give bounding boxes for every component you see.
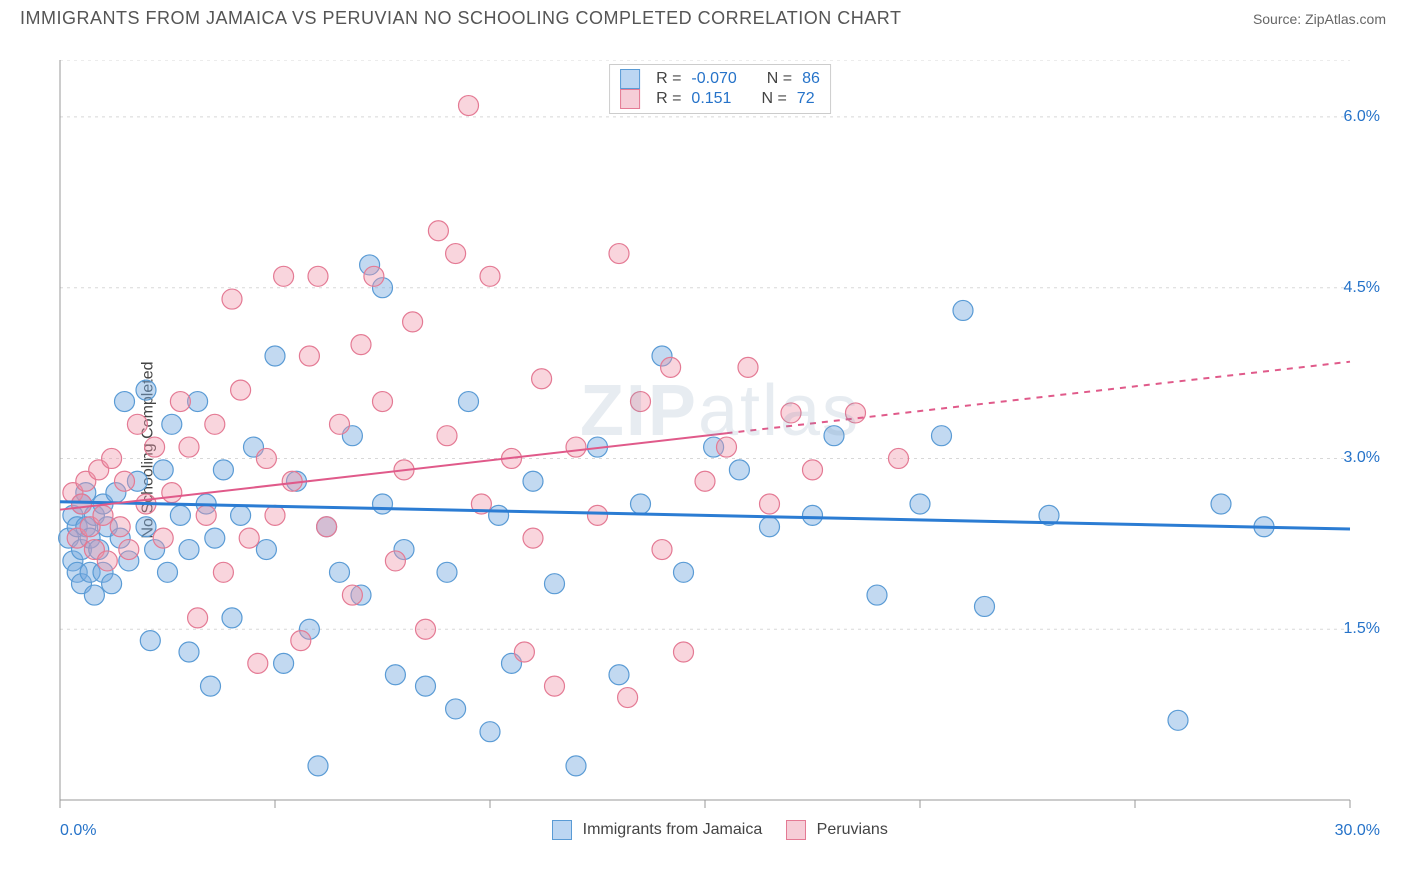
swatch-series-1 [620,89,640,109]
r-value-0: -0.070 [691,70,736,88]
scatter-plot-svg [50,60,1390,840]
legend-item-0: Immigrants from Jamaica [552,820,762,840]
legend-swatch-0 [552,820,572,840]
chart-area: No Schooling Completed ZIPatlas R = -0.0… [50,60,1390,840]
legend-swatch-1 [786,820,806,840]
chart-title: IMMIGRANTS FROM JAMAICA VS PERUVIAN NO S… [20,8,901,29]
r-label-1: R = [656,90,681,108]
legend-label-1: Peruvians [817,821,888,838]
legend-item-1: Peruvians [786,820,888,840]
y-tick-label: 6.0% [1344,108,1380,126]
n-value-0: 86 [802,70,820,88]
correlation-row-1: R = 0.151 N = 72 [620,89,820,109]
swatch-series-0 [620,69,640,89]
y-tick-label: 4.5% [1344,279,1380,297]
correlation-box: R = -0.070 N = 86 R = 0.151 N = 72 [609,64,831,114]
r-value-1: 0.151 [691,90,731,108]
y-tick-label: 3.0% [1344,449,1380,467]
n-label-1: N = [761,90,786,108]
n-label-0: N = [767,70,792,88]
bottom-legend: Immigrants from Jamaica Peruvians [50,820,1390,840]
source-label: Source: [1253,11,1305,27]
source-credit: Source: ZipAtlas.com [1253,11,1386,27]
r-label-0: R = [656,70,681,88]
header: IMMIGRANTS FROM JAMAICA VS PERUVIAN NO S… [0,0,1406,33]
source-name: ZipAtlas.com [1305,11,1386,27]
legend-label-0: Immigrants from Jamaica [583,821,763,838]
y-tick-label: 1.5% [1344,620,1380,638]
n-value-1: 72 [797,90,815,108]
correlation-row-0: R = -0.070 N = 86 [620,69,820,89]
